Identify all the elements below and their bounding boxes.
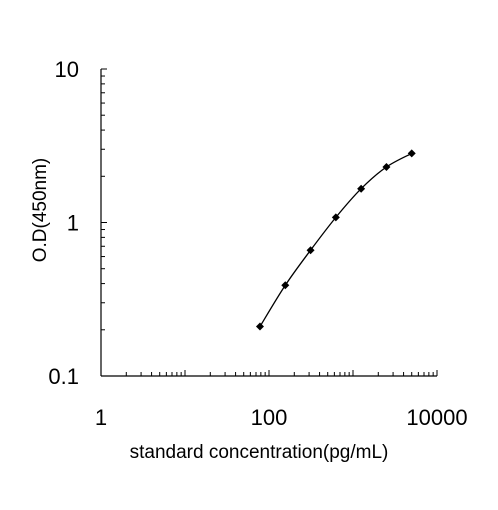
- ticks: [100, 68, 438, 377]
- x-tick-label: 10000: [406, 405, 467, 430]
- x-axis-label: standard concentration(pg/mL): [130, 442, 389, 463]
- y-tick-label: 0.1: [48, 364, 79, 389]
- tick-labels: 10 1 0.1 1 100 10000: [48, 57, 467, 430]
- data-point-marker: [255, 322, 264, 331]
- axes: [100, 69, 437, 377]
- data-points: [255, 149, 416, 331]
- data-point-marker: [382, 162, 391, 171]
- data-point-marker: [306, 246, 315, 255]
- y-axis-label: O.D(450nm): [30, 158, 51, 263]
- data-point-marker: [357, 184, 366, 193]
- y-tick-label: 10: [55, 57, 79, 82]
- standard-curve-line: [259, 152, 413, 327]
- x-tick-label: 1: [95, 405, 107, 430]
- y-tick-label: 1: [67, 211, 79, 236]
- data-point-marker: [331, 213, 340, 222]
- x-tick-label: 100: [251, 405, 288, 430]
- data-point-marker: [407, 149, 416, 158]
- data-point-marker: [281, 281, 290, 290]
